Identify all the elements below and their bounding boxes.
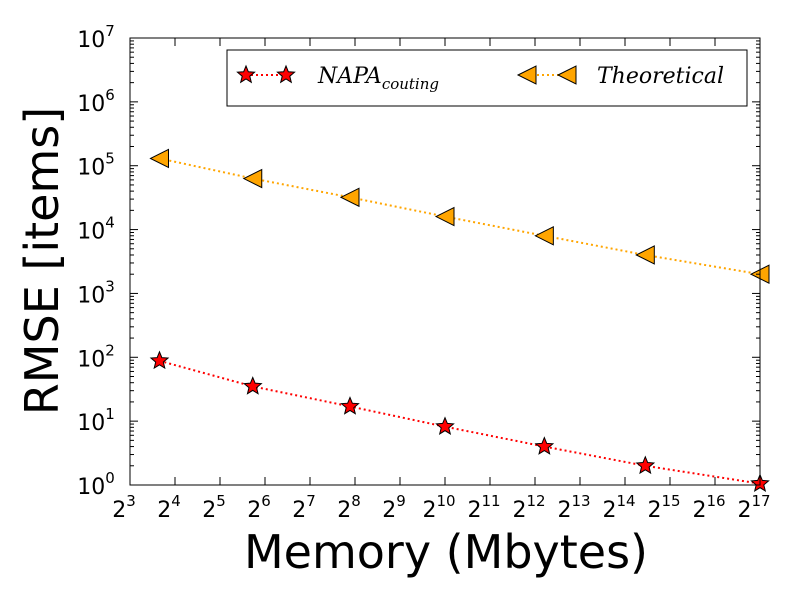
tick-labels-layer: 23 24 25 26 27 28 29 210 211 212 213 214 215 216 217 10… [77,22,770,523]
legend-marker [556,65,577,85]
x-tick-label: 210 [422,492,455,523]
x-tick-label: 217 [737,492,770,523]
data-point [242,376,263,395]
data-point [435,416,455,436]
y-tick-label: 104 [77,214,115,245]
data-point [339,187,360,208]
x-tick-label: 25 [202,492,226,523]
legend-marker [516,65,537,85]
x-tick-label: 214 [602,492,635,523]
series-line [159,359,761,485]
x-tick-label: 28 [337,492,361,523]
x-tick-label: 29 [382,492,406,523]
data-point [635,455,656,475]
data-point [534,225,554,246]
x-tick-label: 215 [647,492,680,523]
y-tick-label: 106 [77,86,115,117]
ticks-layer [129,37,761,486]
x-tick-label: 211 [467,492,500,523]
y-tick-label: 100 [77,469,115,500]
data-point [149,350,170,370]
y-tick-label: 102 [77,341,115,372]
y-tick-label: 107 [77,22,115,53]
legend: NAPAcouting Theoretical [226,49,748,107]
data-point [434,206,455,227]
y-tick-label: 101 [77,405,115,436]
data-point [242,168,263,189]
data-point [149,148,169,169]
series-0 [149,350,770,493]
x-tick-label: 26 [247,492,271,523]
x-tick-label: 213 [557,492,590,523]
legend-marker [276,64,296,84]
x-tick-label: 212 [512,492,545,523]
y-tick-label: 103 [77,277,115,308]
x-tick-label: 23 [112,492,136,523]
x-tick-label: 216 [692,492,725,523]
legend-marker [236,64,256,84]
x-axis-label: Memory (Mbytes) [244,525,648,579]
x-tick-label: 24 [157,492,181,523]
legend-label: Theoretical [597,64,724,89]
series-1 [149,148,770,285]
y-tick-label: 105 [77,150,115,181]
legend-label: NAPAcouting [317,64,439,93]
series-layer [149,148,770,493]
y-axis-label: RMSE [items] [15,107,69,415]
data-point [340,396,360,415]
data-point [534,436,555,455]
legend-box [226,49,748,107]
data-point [635,245,655,265]
x-tick-label: 27 [292,492,316,523]
